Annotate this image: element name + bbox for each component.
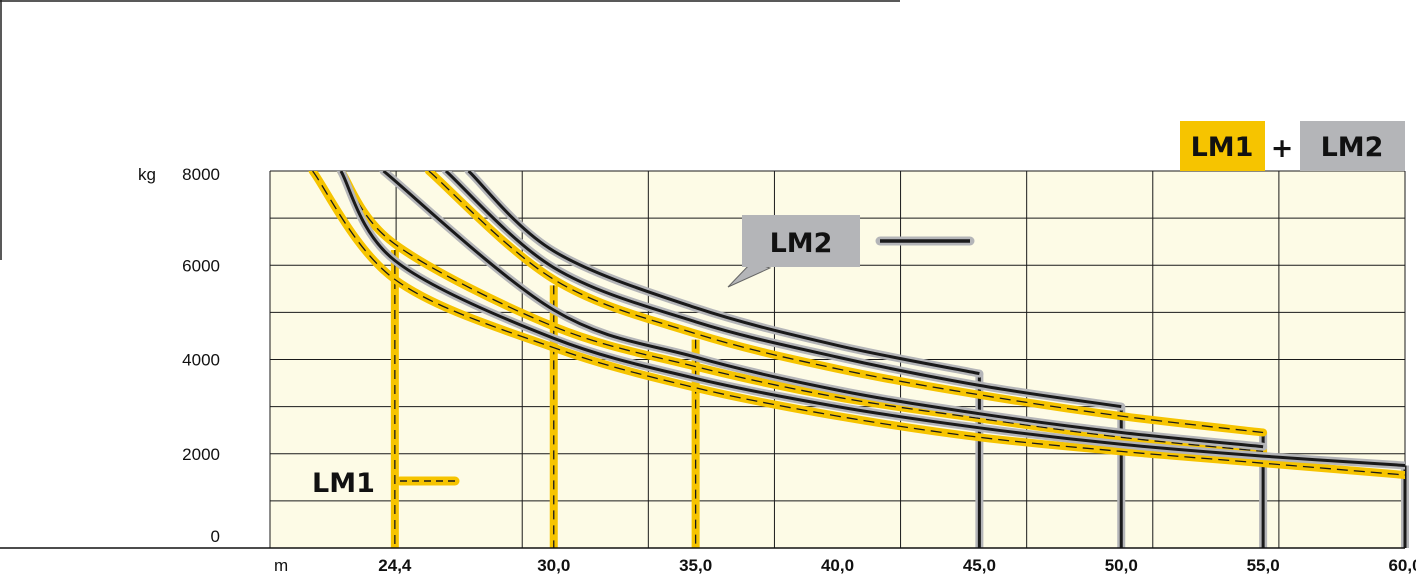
curve-group xyxy=(308,171,1405,479)
lm1-curve-dash xyxy=(312,171,1405,476)
x-tick-label: 30,0 xyxy=(537,556,570,575)
x-ticks: 24,4 30,0 35,0 40,0 45,0 50,0 55,0 60,0 xyxy=(378,556,1416,575)
header-lm1-text: LM1 xyxy=(1191,132,1254,163)
y-tick-label: 4000 xyxy=(182,351,220,370)
lm2-callout-badge xyxy=(742,215,860,267)
y-tick-label: 6000 xyxy=(182,256,220,275)
lm2-callout-text: LM2 xyxy=(770,228,833,259)
header-lm1-badge xyxy=(1180,121,1265,171)
lm2-curve-core xyxy=(467,171,980,376)
header-lm2-text: LM2 xyxy=(1321,132,1384,163)
x-tick-label: 60,0 xyxy=(1388,556,1416,575)
lm2-curve-core xyxy=(444,171,1122,409)
x-tick-label: 50,0 xyxy=(1105,556,1138,575)
x-tick-label: 24,4 xyxy=(378,556,412,575)
y-axis-label: kg xyxy=(138,165,156,184)
x-axis-label: m xyxy=(274,556,288,575)
lm1-curve-dash xyxy=(340,171,1264,453)
x-tick-label: 40,0 xyxy=(821,556,854,575)
x-tick-label: 45,0 xyxy=(963,556,996,575)
header-lm2-badge xyxy=(1300,121,1405,171)
y-tick-label: 0 xyxy=(211,527,220,546)
curves xyxy=(308,171,1405,479)
lm2-curve-core xyxy=(339,171,1405,467)
y-tick-label: 8000 xyxy=(182,165,220,184)
lm2-curve-core xyxy=(382,171,1264,449)
lm1-curve-dash xyxy=(428,171,1264,434)
y-ticks: 8000 6000 4000 2000 0 xyxy=(182,165,220,546)
lm1-legend-text: LM1 xyxy=(312,468,375,499)
x-tick-label: 35,0 xyxy=(679,556,712,575)
vertical-limits xyxy=(390,250,1409,548)
x-tick-label: 55,0 xyxy=(1247,556,1280,575)
y-tick-label: 2000 xyxy=(182,445,220,464)
header-plus: + xyxy=(1271,133,1294,164)
